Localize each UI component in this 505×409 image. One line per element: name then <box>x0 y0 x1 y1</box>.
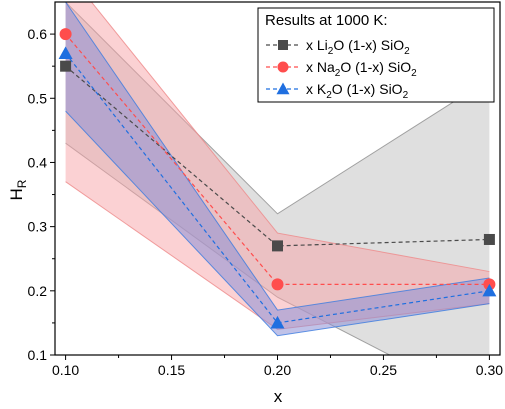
series-lines <box>65 33 490 324</box>
band-upper-edge <box>65 2 490 311</box>
data-point <box>60 60 72 72</box>
legend-label: x K2O (1-x) SiO2 <box>306 81 409 101</box>
series-markers <box>58 28 497 329</box>
x-tick-label: 0.15 <box>158 362 185 378</box>
data-point <box>271 278 284 291</box>
legend-marker <box>278 40 288 50</box>
x-tick-label: 0.25 <box>370 362 397 378</box>
y-axis-label: HR <box>7 179 29 200</box>
data-point <box>482 283 497 297</box>
data-point <box>270 315 285 329</box>
data-point <box>58 46 73 59</box>
y-tick-label: 0.4 <box>28 154 48 170</box>
confidence-bands <box>65 2 490 355</box>
legend-marker <box>277 61 289 73</box>
y-tick-label: 0.3 <box>28 219 48 235</box>
legend-text-part: O (1-x) SiO <box>340 59 411 75</box>
axes: 0.10 0.15 0.20 0.25 0.30 0.1 0.2 0.3 0.4 0.5 0.6 <box>28 26 504 378</box>
legend-marker <box>276 82 290 95</box>
legend-title: Results at 1000 K: <box>265 12 388 29</box>
legend-subscript: 2 <box>404 46 410 57</box>
legend-text-part: O (1-x) SiO <box>332 81 403 97</box>
legend-text-part: x Na <box>306 59 335 75</box>
confidence-band <box>65 2 490 336</box>
y-tick-label: 0.5 <box>28 90 48 106</box>
data-point <box>483 233 495 245</box>
x-tick-label: 0.20 <box>264 362 291 378</box>
x-tick-label: 0.10 <box>52 362 79 378</box>
band-upper-edge <box>90 2 490 273</box>
legend-subscript: 2 <box>326 90 332 101</box>
legend-text-part: x K <box>306 81 327 97</box>
y-tick-label: 0.2 <box>28 283 48 299</box>
series-line <box>65 65 490 247</box>
y-axis-label-main: H <box>7 188 26 200</box>
series-line <box>65 52 490 324</box>
data-point <box>59 28 72 41</box>
series-line <box>65 33 490 285</box>
legend-box <box>257 7 495 103</box>
x-axis-label: x <box>274 387 283 406</box>
x-tick-label: 0.30 <box>476 362 503 378</box>
confidence-band <box>65 2 490 330</box>
y-tick-label: 0.1 <box>28 347 48 363</box>
band-lower-edge <box>65 110 490 337</box>
y-axis-label-sub: R <box>15 179 29 188</box>
legend-text-part: O (1-x) SiO <box>333 37 404 53</box>
legend-subscript: 2 <box>403 90 409 101</box>
y-tick-label: 0.6 <box>28 26 48 42</box>
legend-text-part: x Li <box>306 37 328 53</box>
legend-subscript: 2 <box>411 68 417 79</box>
legend-label: x Li2O (1-x) SiO2 <box>306 37 410 57</box>
legend-subscript: 2 <box>328 46 334 57</box>
data-point <box>272 240 283 252</box>
legend-label: x Na2O (1-x) SiO2 <box>306 59 417 79</box>
legend-subscript: 2 <box>335 68 341 79</box>
